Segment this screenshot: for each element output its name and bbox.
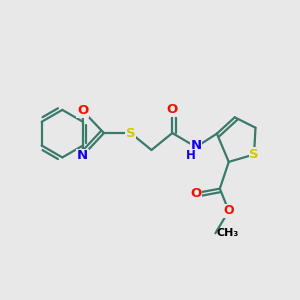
- Text: S: S: [126, 127, 136, 140]
- Text: O: O: [77, 104, 88, 117]
- Text: H: H: [186, 149, 196, 162]
- Text: O: O: [167, 103, 178, 116]
- Text: O: O: [224, 204, 234, 218]
- Text: CH₃: CH₃: [217, 228, 239, 238]
- Text: S: S: [249, 148, 259, 161]
- Text: O: O: [190, 187, 202, 200]
- Text: N: N: [190, 139, 202, 152]
- Text: N: N: [77, 149, 88, 162]
